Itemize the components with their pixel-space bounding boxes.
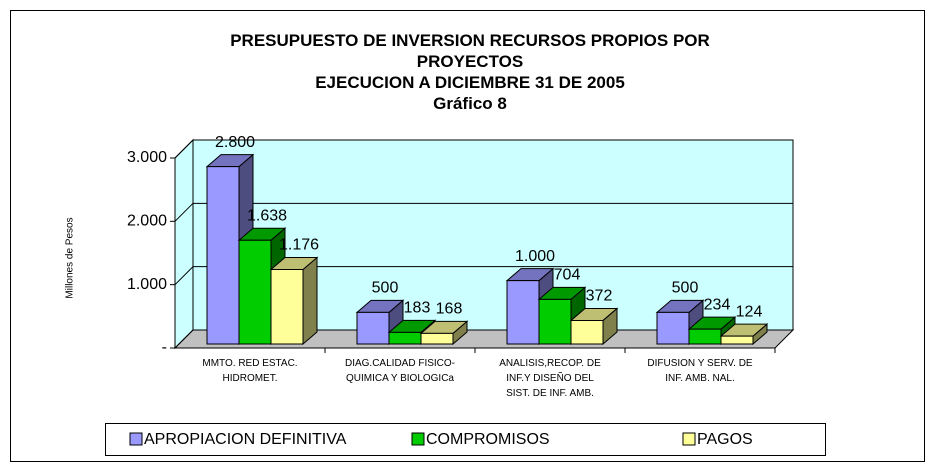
value-label: 124	[736, 303, 763, 320]
grid-line	[174, 139, 793, 159]
bar-front	[538, 298, 572, 345]
value-label: 2.800	[215, 134, 255, 151]
bar-front	[356, 311, 390, 345]
bar	[269, 256, 319, 346]
value-label: 500	[372, 280, 399, 297]
legend-label: COMPROMISOS	[426, 431, 550, 448]
bar-front	[688, 328, 722, 345]
bar-front	[570, 319, 604, 345]
frame	[10, 10, 925, 462]
bar-front	[206, 166, 240, 345]
legend-swatch	[411, 432, 425, 446]
value-label: 372	[586, 288, 613, 305]
y-tick-label: 1.000	[127, 276, 167, 293]
legend-swatch	[682, 432, 696, 446]
x-tick-label: ANALISIS,RECOP. DE INF.Y DISEÑO DEL SIST…	[499, 358, 601, 399]
bar-front	[270, 269, 304, 345]
x-tick-label: MMTO. RED ESTAC. HIDROMET.	[202, 358, 298, 384]
x-tick-label: DIAG.CALIDAD FISICO- QUIMICA Y BIOLOGICa	[344, 358, 455, 384]
bar-front	[238, 239, 272, 345]
value-label: 183	[404, 300, 431, 317]
y-tick-label: 2.000	[127, 213, 167, 230]
side-wall	[174, 138, 194, 350]
bar	[419, 320, 469, 346]
y-axis-label: Millones de Pesos	[65, 217, 76, 298]
value-label: 1.176	[279, 237, 319, 254]
bar	[719, 323, 769, 346]
value-label: 234	[704, 296, 731, 313]
legend-label: PAGOS	[697, 431, 753, 448]
bar-front	[420, 332, 454, 345]
bar-front	[656, 311, 690, 345]
bar-front	[388, 331, 422, 345]
bar-front	[506, 280, 540, 345]
chart-title: PRESUPUESTO DE INVERSION RECURSOS PROPIO…	[230, 31, 710, 113]
bar-front	[720, 335, 754, 345]
y-tick-label: 3.000	[127, 149, 167, 166]
y-tick-label: -	[162, 339, 167, 356]
bar	[569, 307, 619, 346]
legend-swatch	[129, 432, 143, 446]
bar-side	[302, 256, 318, 346]
value-label: 168	[436, 301, 463, 318]
x-tick-label: DIFUSION Y SERV. DE INF. AMB. NAL.	[647, 358, 753, 384]
value-label: 1.000	[515, 248, 555, 265]
value-label: 500	[672, 280, 699, 297]
value-label: 704	[554, 267, 581, 284]
grid-line	[174, 202, 793, 222]
legend-label: APROPIACION DEFINITIVA	[144, 431, 347, 448]
legend-box	[105, 423, 826, 456]
value-label: 1.638	[247, 207, 287, 224]
grid-line	[174, 266, 793, 286]
